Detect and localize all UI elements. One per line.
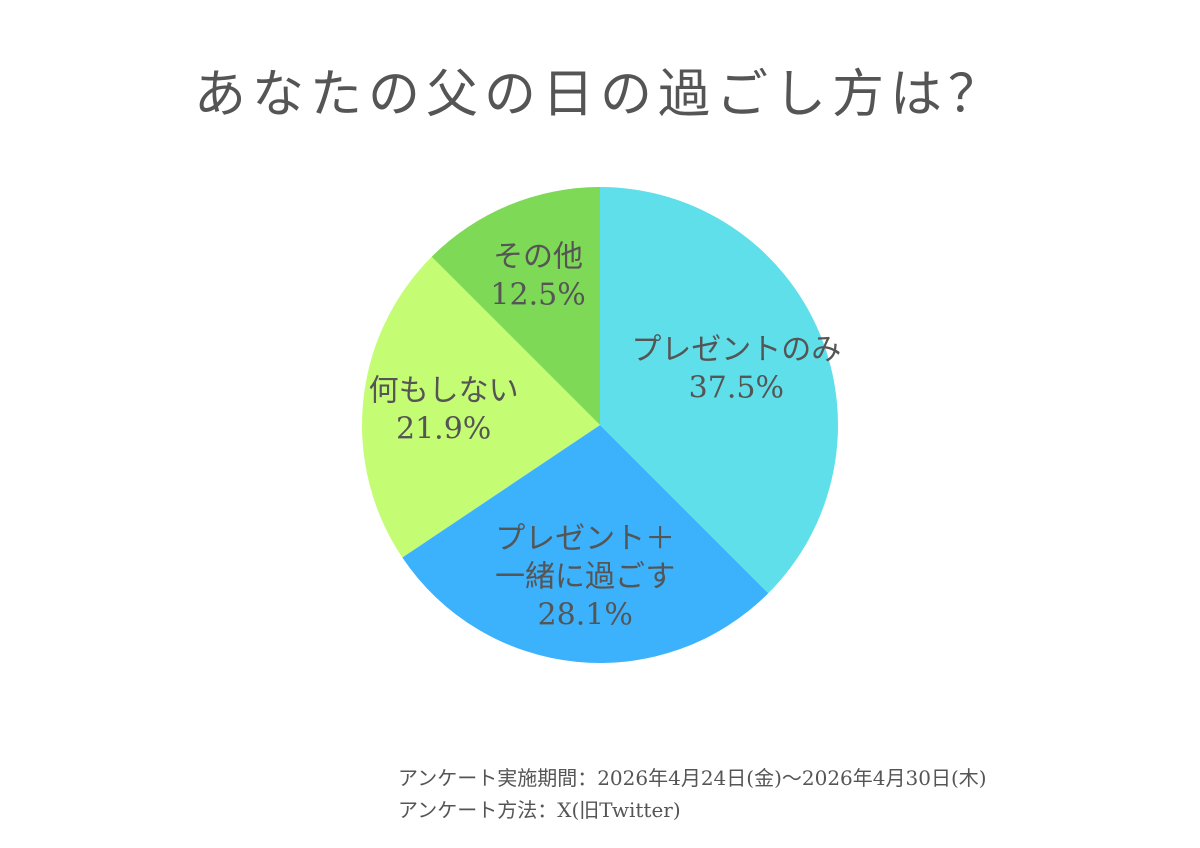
slice-category-label-1: プレゼント＋ <box>495 522 675 557</box>
pie-slice-1 <box>402 425 769 664</box>
slice-category-label-0: プレゼントのみ <box>631 333 841 368</box>
pie-slice-3 <box>431 187 600 425</box>
survey-footer: アンケート実施期間：2026年4月24日(金)〜2026年4月30日(木) アン… <box>398 762 987 826</box>
survey-method: アンケート方法：X(旧Twitter) <box>398 798 681 822</box>
slice-value-label-0: 37.5% <box>689 371 784 406</box>
pie-slice-0 <box>600 187 839 594</box>
slice-value-label-1: 28.1% <box>538 598 633 633</box>
slice-value-label-3: 12.5% <box>490 277 585 312</box>
chart-title: あなたの父の日の過ごし方は？ <box>193 65 1006 125</box>
slice-category-label-2: 何もしない <box>369 374 519 409</box>
pie-slices <box>361 187 839 664</box>
slice-category-label-1: 一緒に過ごす <box>495 560 675 595</box>
slice-category-label-3: その他 <box>493 239 583 274</box>
slice-value-label-2: 21.9% <box>396 412 491 447</box>
survey-period: アンケート実施期間：2026年4月24日(金)〜2026年4月30日(木) <box>398 766 987 790</box>
pie-slice-2 <box>361 256 600 558</box>
